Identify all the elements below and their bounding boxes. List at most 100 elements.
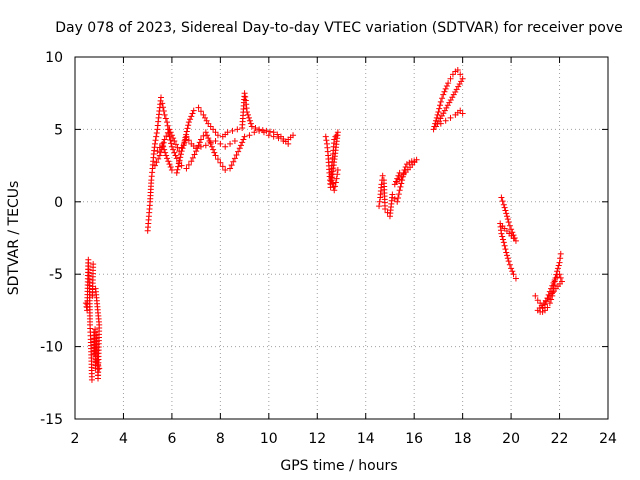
- data-point: [504, 255, 511, 262]
- data-point: [158, 94, 165, 101]
- data-point: [554, 265, 561, 272]
- data-point: [166, 161, 173, 168]
- data-point: [185, 119, 192, 126]
- data-point: [394, 175, 401, 182]
- data-point: [395, 191, 402, 198]
- data-point: [247, 120, 254, 127]
- data-point: [328, 177, 335, 184]
- data-point: [323, 137, 330, 144]
- x-tick-label: 22: [551, 431, 569, 447]
- data-point: [443, 82, 450, 89]
- data-point: [224, 129, 231, 136]
- data-point: [450, 91, 457, 98]
- data-point: [508, 265, 515, 272]
- data-point: [447, 96, 454, 103]
- data-point: [438, 112, 445, 119]
- y-axis-label: SDTVAR / TECUs: [6, 181, 22, 296]
- data-point: [453, 86, 460, 93]
- data-point: [441, 107, 448, 114]
- data-point: [172, 141, 179, 148]
- data-point: [446, 99, 453, 106]
- data-point: [442, 117, 449, 124]
- data-point: [455, 83, 462, 90]
- data-point: [168, 140, 175, 147]
- data-point: [510, 271, 517, 278]
- series-arc-9: [532, 250, 565, 315]
- data-point: [396, 187, 403, 194]
- data-point: [251, 129, 258, 136]
- data-point: [498, 230, 505, 237]
- data-point: [441, 88, 448, 95]
- data-point: [240, 136, 247, 143]
- data-point: [245, 114, 252, 121]
- data-point: [445, 80, 452, 87]
- data-point: [197, 108, 204, 115]
- x-tick-label: 20: [502, 431, 520, 447]
- data-point: [167, 129, 174, 136]
- data-point: [246, 132, 253, 139]
- data-point: [231, 155, 238, 162]
- data-point: [333, 175, 340, 182]
- data-point: [159, 100, 166, 107]
- data-point: [161, 136, 168, 143]
- data-point: [161, 111, 168, 118]
- data-point: [167, 164, 174, 171]
- data-point: [208, 143, 215, 150]
- data-point: [160, 108, 167, 115]
- data-point: [179, 145, 186, 152]
- data-point: [452, 88, 459, 95]
- y-tick-label: 10: [45, 50, 63, 66]
- data-point: [189, 154, 196, 161]
- data-point: [204, 132, 211, 139]
- y-tick-label: -10: [40, 340, 63, 356]
- data-point: [500, 239, 507, 246]
- data-point: [502, 207, 509, 214]
- data-point: [499, 233, 506, 240]
- series-arc-1: [82, 256, 103, 383]
- data-point: [205, 135, 212, 142]
- data-point: [252, 124, 259, 131]
- data-point: [171, 149, 178, 156]
- data-point: [509, 268, 516, 275]
- data-point: [437, 98, 444, 105]
- data-point: [173, 169, 180, 176]
- y-tick-label: 0: [54, 195, 63, 211]
- data-point: [332, 179, 339, 186]
- data-point: [539, 308, 546, 315]
- data-point: [229, 127, 236, 134]
- data-point: [197, 136, 204, 143]
- data-point: [206, 137, 213, 144]
- data-point: [168, 132, 175, 139]
- data-point: [504, 213, 511, 220]
- data-point: [151, 140, 158, 147]
- data-point: [165, 158, 172, 165]
- x-tick-label: 4: [119, 431, 128, 447]
- series-arc-2: [144, 94, 297, 234]
- data-point: [454, 67, 461, 74]
- data-point: [545, 291, 552, 298]
- data-point: [176, 157, 183, 164]
- y-tick-label: 5: [54, 122, 63, 138]
- data-point: [239, 139, 246, 146]
- data-point: [188, 158, 195, 165]
- data-point: [184, 125, 191, 132]
- data-point: [398, 180, 405, 187]
- data-point: [459, 75, 466, 82]
- data-point: [196, 139, 203, 146]
- data-point: [236, 145, 243, 152]
- data-markers: [82, 67, 565, 383]
- data-point: [550, 279, 557, 286]
- data-point: [212, 152, 219, 159]
- data-point: [92, 285, 99, 292]
- data-point: [435, 109, 442, 116]
- data-point: [498, 194, 505, 201]
- data-point: [395, 172, 402, 179]
- data-point: [274, 131, 281, 138]
- data-point: [534, 307, 541, 314]
- data-point: [500, 236, 507, 243]
- data-point: [175, 160, 182, 167]
- data-point: [154, 148, 161, 155]
- data-point: [447, 114, 454, 121]
- data-point: [395, 194, 402, 201]
